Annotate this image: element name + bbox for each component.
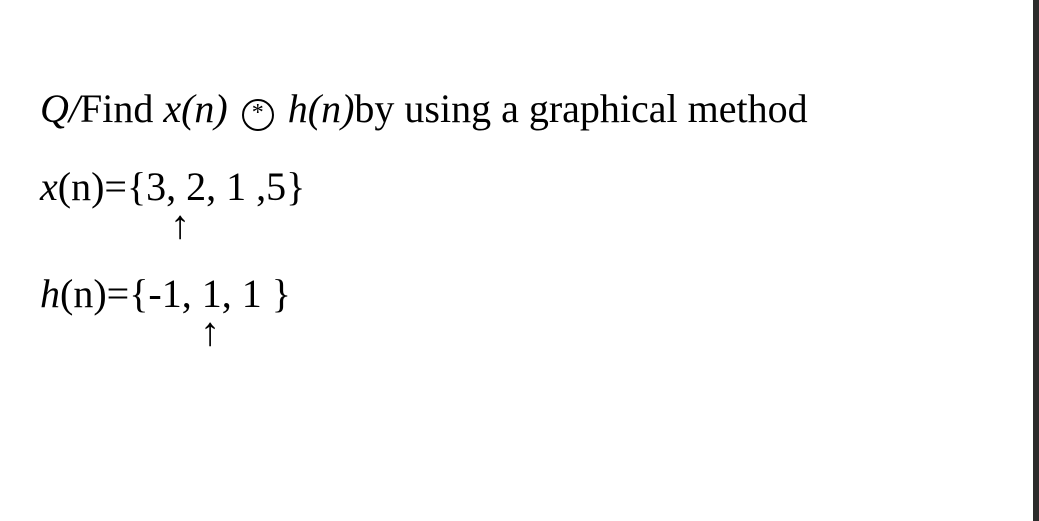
sequence-h-var: h <box>40 271 60 316</box>
right-border <box>1033 0 1039 521</box>
sequence-x-paren: (n)= <box>58 164 127 209</box>
sequence-h-paren: (n)= <box>60 271 129 316</box>
question-line: Q/Find x(n) * h(n)by using a graphical m… <box>40 85 1039 133</box>
question-prefix: Q/ <box>40 86 80 131</box>
sequence-h-text: h(n)={-1, 1, 1 } <box>40 270 1039 317</box>
space <box>228 86 238 131</box>
h-of-n: h(n) <box>288 86 355 131</box>
sequence-h-block: h(n)={-1, 1, 1 } ↑ <box>40 270 1039 317</box>
circular-convolution-icon: * <box>242 99 274 131</box>
x-of-n: x(n) <box>163 86 227 131</box>
question-rest: by using a graphical method <box>354 86 807 131</box>
up-arrow-icon: ↑ <box>200 312 220 352</box>
question-find: Find <box>80 86 163 131</box>
sequence-x-values: {3, 2, 1 ,5} <box>127 164 305 209</box>
space <box>278 86 288 131</box>
sequence-x-var: x <box>40 164 58 209</box>
page: Q/Find x(n) * h(n)by using a graphical m… <box>0 0 1039 521</box>
sequence-x-block: x(n)={3, 2, 1 ,5} ↑ <box>40 163 1039 210</box>
up-arrow-icon: ↑ <box>170 205 190 245</box>
